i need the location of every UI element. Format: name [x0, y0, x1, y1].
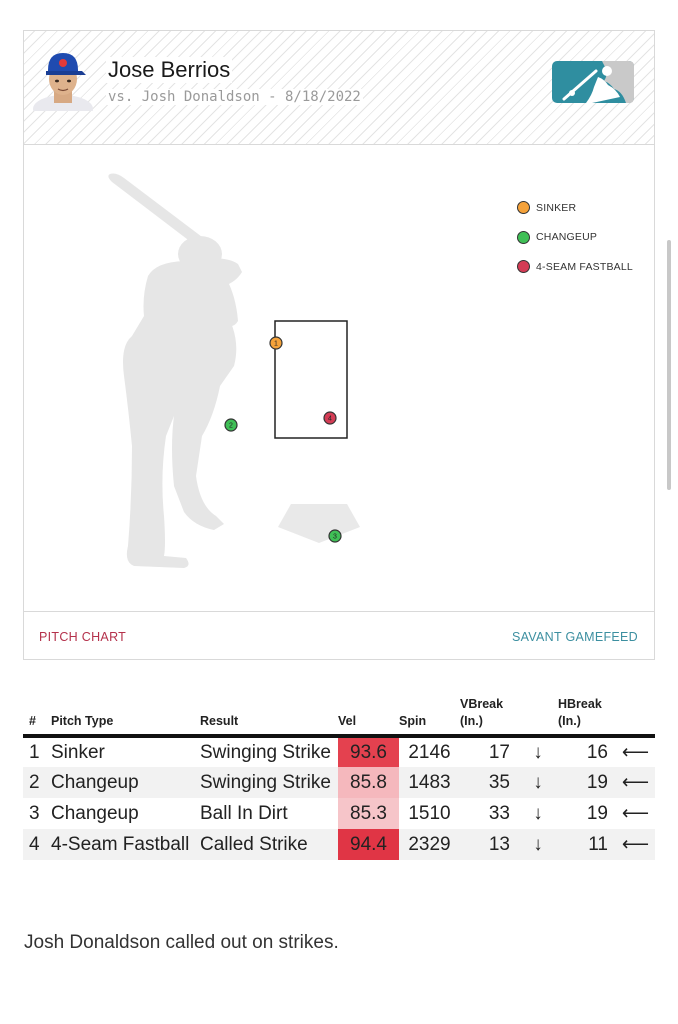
cell-spin: 2329: [399, 829, 460, 860]
matchup-subtitle: vs. Josh Donaldson - 8/18/2022: [106, 89, 363, 105]
cell-num: 1: [29, 741, 40, 763]
cell-hbreak: 19: [586, 802, 608, 824]
legend-label: SINKER: [536, 201, 577, 214]
cell-vel: 85.3: [338, 798, 399, 829]
header-hbreak: HBreak (In.): [558, 696, 616, 738]
pitcher-name: Jose Berrios: [106, 57, 233, 83]
header-vbreak: VBreak (In.): [460, 696, 518, 738]
left-arrow-icon: ⟵: [621, 742, 650, 763]
cell-result: Swinging Strike: [200, 741, 331, 763]
table-row: 3 Changeup Ball In Dirt 85.3 1510 33 ↓ 1…: [23, 798, 655, 829]
header-spin: Spin: [399, 696, 460, 738]
mlb-logo-icon[interactable]: [552, 61, 634, 103]
cell-vel: 94.4: [338, 829, 399, 860]
card-footer: PITCH CHART SAVANT GAMEFEED: [24, 611, 654, 659]
pitcher-avatar: [33, 53, 93, 111]
left-arrow-icon: ⟵: [616, 829, 655, 860]
pitch-marker-number: 1: [274, 341, 278, 348]
left-arrow-icon: ⟵: [621, 803, 650, 824]
header-vbreak-label: VBreak: [460, 697, 504, 711]
chart-legend: SINKER CHANGEUP 4-SEAM FASTBALL: [517, 193, 633, 282]
cell-num: 2: [23, 767, 51, 798]
header-hbreak-label: HBreak: [558, 697, 602, 711]
cell-num: 4: [23, 829, 51, 860]
header-hbreak-arrow: [616, 696, 655, 738]
table-row: 2 Changeup Swinging Strike 85.8 1483 35 …: [23, 767, 655, 798]
left-arrow-icon: ⟵: [616, 767, 655, 798]
cell-vbreak: 17: [488, 741, 510, 763]
cell-vbreak: 13: [460, 829, 518, 860]
cell-num: 3: [29, 802, 40, 824]
table-row: 1 Sinker Swinging Strike 93.6 2146 17 ↓ …: [23, 736, 655, 767]
cell-result: Called Strike: [200, 829, 338, 860]
cell-hbreak: 19: [558, 767, 616, 798]
pitch-chart-tab[interactable]: PITCH CHART: [39, 630, 127, 644]
legend-dot: [517, 230, 530, 244]
cell-vel: 85.8: [338, 767, 399, 798]
cell-pitch-type: Changeup: [51, 767, 200, 798]
pitch-location-chart: 1 2 3 4 SINKER CHANGEUP 4-SEAM FASTBALL: [24, 146, 654, 610]
pitch-marker-number: 2: [229, 423, 233, 430]
pitch-marker-dot[interactable]: [224, 418, 238, 432]
legend-item-sinker: SINKER: [517, 193, 633, 223]
cell-result: Swinging Strike: [200, 767, 338, 798]
legend-dot: [517, 201, 530, 215]
strike-zone-plot: 1 2 3 4: [108, 173, 360, 568]
cell-spin: 1510: [408, 802, 451, 824]
pitch-marker-number: 3: [333, 534, 337, 541]
down-arrow-icon: ↓: [518, 767, 558, 798]
cell-pitch-type: Sinker: [51, 741, 105, 763]
legend-label: 4-SEAM FASTBALL: [536, 260, 633, 273]
pitch-marker-dot[interactable]: [323, 411, 337, 425]
header-vel: Vel: [338, 696, 399, 738]
batter-silhouette: [108, 173, 242, 568]
header-num: #: [23, 696, 51, 738]
legend-dot: [517, 260, 530, 274]
pitch-marker-1[interactable]: 1: [269, 336, 283, 350]
cell-hbreak: 11: [558, 829, 616, 860]
home-plate: [278, 504, 360, 543]
pitch-marker-number: 4: [328, 416, 332, 423]
cell-spin: 2146: [408, 741, 451, 763]
header-hbreak-unit: (In.): [558, 714, 581, 728]
down-arrow-icon: ↓: [518, 829, 558, 860]
down-arrow-icon: ↓: [533, 741, 543, 763]
legend-label: CHANGEUP: [536, 231, 598, 244]
down-arrow-icon: ↓: [533, 802, 543, 824]
pitch-marker-3[interactable]: 3: [328, 529, 342, 543]
pitch-marker-dot[interactable]: [328, 529, 342, 543]
legend-item-changeup: CHANGEUP: [517, 223, 633, 253]
cell-pitch-type: Changeup: [51, 802, 139, 824]
table-row: 4 4-Seam Fastball Called Strike 94.4 232…: [23, 829, 655, 860]
cell-vbreak: 35: [460, 767, 518, 798]
cell-result: Ball In Dirt: [200, 802, 288, 824]
pitch-marker-2[interactable]: 2: [224, 418, 238, 432]
pitch-marker-dot[interactable]: [269, 336, 283, 350]
cell-vbreak: 33: [488, 802, 510, 824]
at-bat-summary: Josh Donaldson called out on strikes.: [24, 932, 339, 953]
pitch-card: Jose Berrios vs. Josh Donaldson - 8/18/2…: [23, 30, 655, 660]
pitch-marker-4[interactable]: 4: [323, 411, 337, 425]
card-header: Jose Berrios vs. Josh Donaldson - 8/18/2…: [24, 31, 654, 145]
cell-hbreak: 16: [586, 741, 608, 763]
legend-item-4-seam-fastball: 4-SEAM FASTBALL: [517, 252, 633, 282]
strike-zone: [274, 320, 348, 439]
header-pitch-type: Pitch Type: [51, 696, 200, 738]
header-vbreak-arrow: [518, 696, 558, 738]
pitch-table: # Pitch Type Result Vel Spin VBreak (In.)…: [23, 696, 655, 860]
header-vbreak-unit: (In.): [460, 714, 483, 728]
cell-vel: 93.6: [338, 736, 399, 767]
header-result: Result: [200, 696, 338, 738]
cell-spin: 1483: [399, 767, 460, 798]
scrollbar-thumb[interactable]: [667, 240, 671, 490]
savant-gamefeed-link[interactable]: SAVANT GAMEFEED: [511, 630, 638, 644]
table-header-row: # Pitch Type Result Vel Spin VBreak (In.)…: [23, 696, 655, 738]
cell-pitch-type: 4-Seam Fastball: [51, 829, 200, 860]
